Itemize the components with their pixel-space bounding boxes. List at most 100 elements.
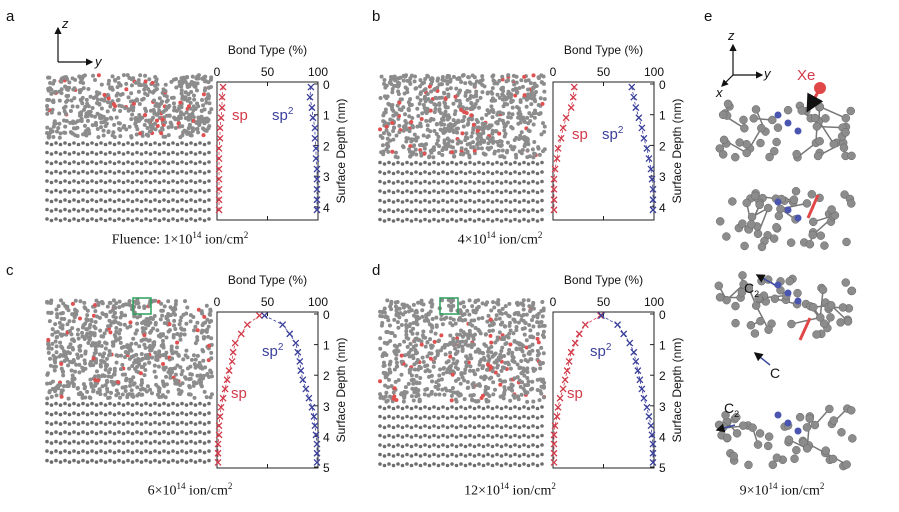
atom	[127, 301, 132, 306]
atom	[57, 98, 62, 103]
atom	[98, 328, 103, 333]
atom	[160, 379, 165, 384]
atom	[420, 111, 425, 116]
data-point-sp2-b	[645, 155, 653, 163]
atom	[500, 154, 505, 159]
atom	[499, 368, 504, 373]
atom	[400, 181, 405, 185]
atom	[72, 169, 76, 174]
data-point-sp-c	[219, 394, 227, 402]
atom	[446, 359, 451, 364]
atom	[166, 299, 171, 304]
atom	[76, 391, 81, 396]
data-point-sp-c	[255, 312, 263, 319]
atom	[209, 350, 214, 355]
atom	[411, 398, 416, 403]
atom	[485, 91, 490, 96]
atom	[495, 462, 499, 466]
data-point-sp2-a	[312, 145, 320, 152]
bond	[791, 316, 821, 325]
atom	[116, 321, 121, 326]
atom	[805, 239, 815, 249]
atom	[528, 81, 533, 86]
atom	[121, 190, 126, 194]
atom	[110, 74, 115, 79]
atom	[477, 452, 481, 457]
atom	[85, 422, 90, 426]
atom	[527, 111, 532, 116]
atom	[504, 179, 508, 184]
atom	[202, 422, 207, 426]
atom	[455, 332, 460, 337]
atom	[498, 144, 503, 149]
atom	[193, 190, 198, 194]
atom	[99, 82, 104, 87]
atom	[436, 406, 441, 411]
atom	[152, 111, 157, 116]
data-point-sp2-a	[313, 206, 321, 214]
atom	[198, 217, 202, 221]
atom	[499, 190, 504, 195]
atom	[45, 111, 50, 116]
data-point-sp-b	[557, 134, 565, 142]
atom	[394, 305, 399, 310]
data-point-sp-d	[553, 413, 561, 420]
series-label-sp-a: sp	[232, 107, 248, 124]
atom	[432, 128, 437, 133]
atom	[842, 237, 851, 247]
atom	[412, 367, 417, 372]
atom	[463, 93, 468, 98]
atom	[209, 107, 214, 112]
atom	[391, 74, 396, 79]
atom	[512, 145, 517, 150]
data-point-sp2-a	[311, 124, 319, 132]
atom	[193, 450, 198, 455]
atom	[784, 435, 794, 444]
atom	[67, 161, 72, 166]
atom	[382, 162, 387, 166]
atom	[451, 130, 456, 135]
atom	[67, 190, 72, 194]
plot-frame-a	[216, 81, 319, 221]
atom	[188, 100, 193, 105]
atom	[130, 218, 135, 223]
atom	[783, 105, 793, 115]
data-point-sp-a	[217, 114, 225, 122]
atom	[450, 462, 454, 466]
atom	[521, 366, 526, 371]
atom	[436, 435, 441, 439]
atom	[486, 160, 490, 165]
atom	[454, 181, 459, 185]
atom	[117, 420, 121, 425]
atom	[526, 190, 531, 195]
atom	[463, 171, 468, 176]
atom	[508, 328, 513, 333]
atom	[410, 386, 415, 391]
atom	[436, 383, 441, 388]
atom	[135, 188, 139, 193]
atom	[152, 363, 157, 368]
atom	[500, 111, 505, 116]
atom	[63, 150, 67, 155]
atom	[486, 170, 490, 174]
atom	[49, 209, 54, 213]
atom	[96, 73, 101, 78]
atom	[79, 113, 84, 118]
atom	[99, 114, 104, 119]
atom	[45, 188, 49, 193]
atom	[486, 217, 490, 222]
atom	[49, 403, 54, 407]
atom	[402, 339, 407, 344]
atom	[137, 101, 142, 106]
atom	[423, 387, 428, 392]
sp-atom	[784, 206, 792, 214]
atom	[157, 349, 162, 354]
atom	[55, 335, 60, 340]
atom	[129, 83, 134, 88]
atom	[407, 79, 412, 84]
atom	[465, 142, 470, 147]
atom	[714, 420, 724, 430]
atom	[529, 318, 534, 323]
atom	[45, 439, 49, 444]
atom	[527, 304, 532, 309]
